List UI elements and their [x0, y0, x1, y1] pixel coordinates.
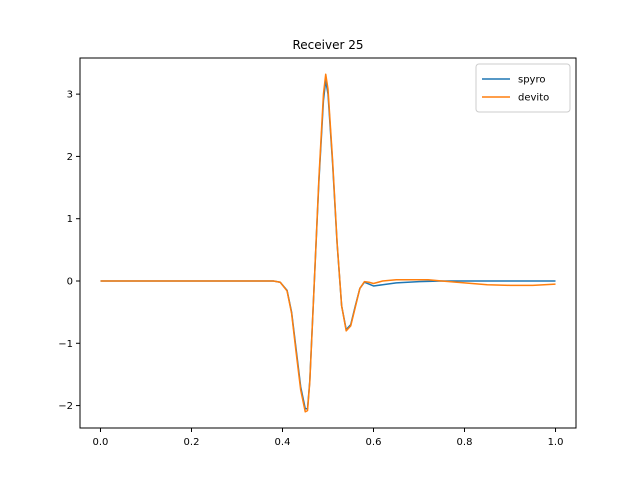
x-tick-label: 0.4 [275, 437, 291, 448]
legend-label-spyro: spyro [518, 75, 546, 86]
legend-label-devito: devito [518, 93, 549, 104]
y-tick-label: −2 [58, 401, 73, 412]
series-line-devito [100, 73, 556, 413]
x-tick-label: 1.0 [548, 437, 564, 448]
legend: spyro devito [475, 63, 571, 113]
x-tick-label: 0.2 [184, 437, 200, 448]
y-tick-label: −1 [58, 339, 73, 350]
x-axis: 0.0 0.2 0.4 0.6 0.8 1.0 [93, 428, 564, 448]
x-tick-label: 0.6 [366, 437, 382, 448]
y-tick-label: 0 [67, 276, 73, 287]
chart-title: Receiver 25 [293, 38, 364, 52]
y-tick-label: 1 [67, 214, 73, 225]
x-tick-label: 0.8 [457, 437, 473, 448]
x-tick-label: 0.0 [93, 437, 109, 448]
y-tick-label: 3 [67, 90, 73, 101]
y-axis: −2 −1 0 1 2 3 [58, 90, 80, 412]
series-line-spyro [100, 79, 556, 410]
plot-area-frame [79, 57, 577, 429]
legend-frame [475, 63, 571, 113]
y-tick-label: 2 [67, 152, 73, 163]
series-lines [100, 73, 556, 413]
